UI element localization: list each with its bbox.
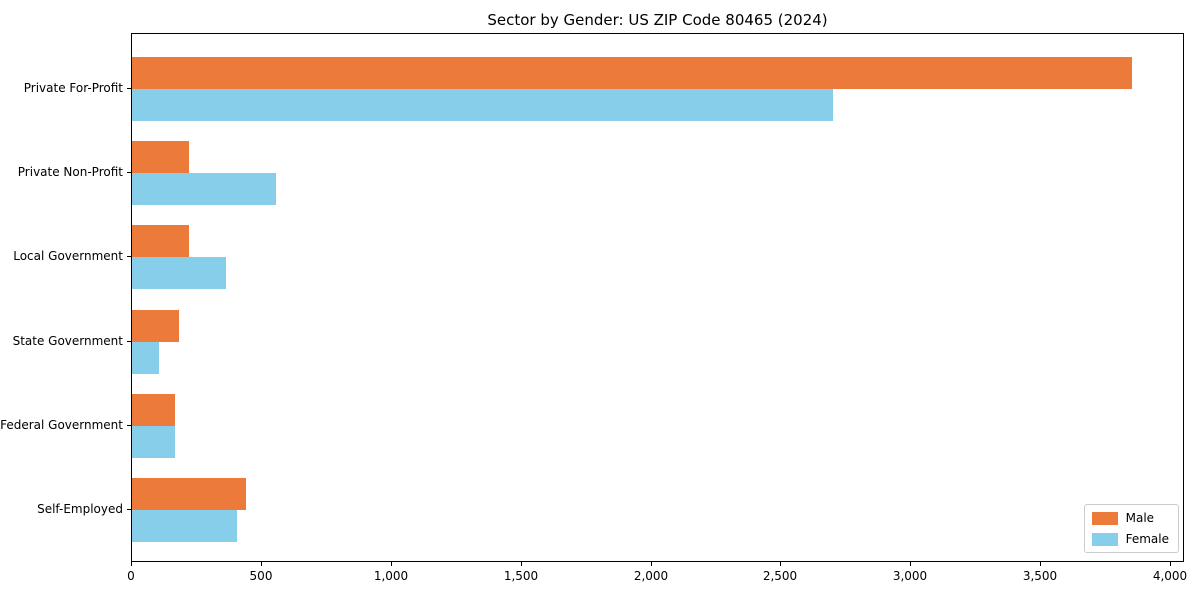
- y-tick-label-self-employed: Self-Employed: [37, 502, 123, 516]
- x-tick-mark-4000: [1170, 562, 1171, 566]
- legend-entry-female: Female: [1091, 532, 1169, 546]
- x-tick-label-1500: 1,500: [503, 569, 539, 583]
- x-tick-mark-3500: [1040, 562, 1041, 566]
- bar-male-private-non-profit: [132, 141, 189, 174]
- x-tick-label-500: 500: [249, 569, 273, 583]
- bar-male-self-employed: [132, 478, 246, 510]
- bar-male-federal-government: [132, 393, 175, 426]
- y-tick-label-private-non-profit: Private Non-Profit: [17, 165, 123, 180]
- legend-swatch-male: [1091, 511, 1118, 525]
- bar-female-self-employed: [132, 510, 237, 542]
- x-tick-label-2000: 2,000: [633, 569, 669, 583]
- y-tick-mark-private-for-profit: [127, 88, 131, 89]
- x-tick-mark-3000: [910, 562, 911, 566]
- legend-swatch-female: [1091, 532, 1118, 546]
- x-tick-mark-0: [131, 562, 132, 566]
- bar-female-private-for-profit: [132, 89, 833, 121]
- bar-female-local-government: [132, 257, 226, 290]
- y-tick-mark-federal-government: [127, 424, 131, 426]
- y-tick-label-state-government: State Government: [12, 333, 123, 348]
- x-tick-label-3000: 3,000: [892, 569, 928, 583]
- bar-female-private-non-profit: [132, 173, 276, 206]
- x-tick-label-3500: 3,500: [1022, 569, 1058, 583]
- y-tick-mark-self-employed: [127, 509, 131, 510]
- chart-title: Sector by Gender: US ZIP Code 80465 (202…: [487, 11, 828, 29]
- x-tick-label-4000: 4,000: [1152, 569, 1188, 583]
- x-tick-label-0: 0: [127, 569, 135, 583]
- bar-male-state-government: [132, 309, 179, 342]
- legend-entry-male: Male: [1091, 511, 1169, 525]
- bar-male-private-for-profit: [132, 57, 1132, 89]
- y-tick-label-private-for-profit: Private For-Profit: [23, 81, 123, 95]
- x-tick-mark-500: [261, 562, 262, 566]
- legend-label-male: Male: [1125, 511, 1155, 525]
- x-tick-label-1000: 1,000: [373, 569, 409, 583]
- bar-female-federal-government: [132, 425, 175, 458]
- x-tick-mark-1000: [391, 562, 392, 566]
- legend-label-female: Female: [1125, 532, 1169, 546]
- y-tick-label-local-government: Local Government: [13, 249, 123, 264]
- x-tick-label-2500: 2,500: [762, 569, 798, 583]
- bar-female-state-government: [132, 341, 159, 374]
- x-tick-mark-1500: [521, 562, 522, 566]
- x-tick-mark-2500: [780, 562, 781, 566]
- y-tick-mark-local-government: [127, 256, 131, 258]
- x-tick-mark-2000: [651, 562, 652, 566]
- bar-male-local-government: [132, 225, 189, 258]
- y-tick-label-federal-government: Federal Government: [0, 417, 123, 432]
- y-tick-mark-state-government: [127, 340, 131, 342]
- y-tick-mark-private-non-profit: [127, 172, 131, 174]
- legend: Male Female: [1083, 504, 1179, 553]
- plot-area: [131, 33, 1184, 562]
